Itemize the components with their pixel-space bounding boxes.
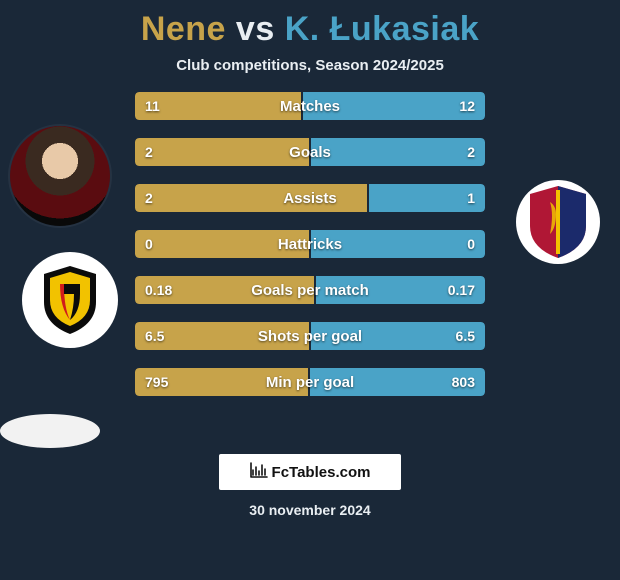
chart-icon	[250, 462, 268, 483]
vs-label: vs	[236, 10, 275, 48]
stat-row: Goals22	[135, 138, 485, 166]
stat-row: Assists21	[135, 184, 485, 212]
stat-bar-right	[302, 92, 485, 120]
source-logo: FcTables.com	[219, 454, 401, 490]
stat-row: Matches1112	[135, 92, 485, 120]
page-title: Nene vs K. Łukasiak	[0, 10, 620, 49]
stat-row: Goals per match0.180.17	[135, 276, 485, 304]
stat-bar-right	[310, 230, 485, 258]
stat-bar-right	[309, 368, 485, 396]
shield-icon	[40, 264, 100, 336]
stat-bar-right	[310, 322, 485, 350]
stat-bar-left	[135, 92, 302, 120]
player2-club-badge	[516, 180, 600, 264]
player1-club-badge	[22, 252, 118, 348]
comparison-card: Nene vs K. Łukasiak Club competitions, S…	[0, 0, 620, 580]
stat-row: Min per goal795803	[135, 368, 485, 396]
stat-bar-left	[135, 184, 368, 212]
stat-row: Shots per goal6.56.5	[135, 322, 485, 350]
stat-bar-left	[135, 276, 315, 304]
source-logo-text: FcTables.com	[272, 464, 371, 481]
stats-list: Matches1112 Goals22 Assists21 Hattricks00 Go…	[135, 92, 485, 396]
footer-date: 30 november 2024	[0, 502, 620, 518]
player2-photo	[0, 414, 100, 448]
shield-icon	[526, 184, 590, 260]
stat-bar-right	[315, 276, 485, 304]
player1-photo	[10, 126, 110, 226]
subtitle: Club competitions, Season 2024/2025	[0, 57, 620, 74]
stat-bar-right	[368, 184, 485, 212]
stat-bar-left	[135, 368, 309, 396]
stat-row: Hattricks00	[135, 230, 485, 258]
stat-bar-right	[310, 138, 485, 166]
stat-bar-left	[135, 322, 310, 350]
player1-name: Nene	[141, 10, 226, 48]
player2-name: K. Łukasiak	[285, 10, 479, 48]
stat-bar-left	[135, 230, 310, 258]
stat-bar-left	[135, 138, 310, 166]
